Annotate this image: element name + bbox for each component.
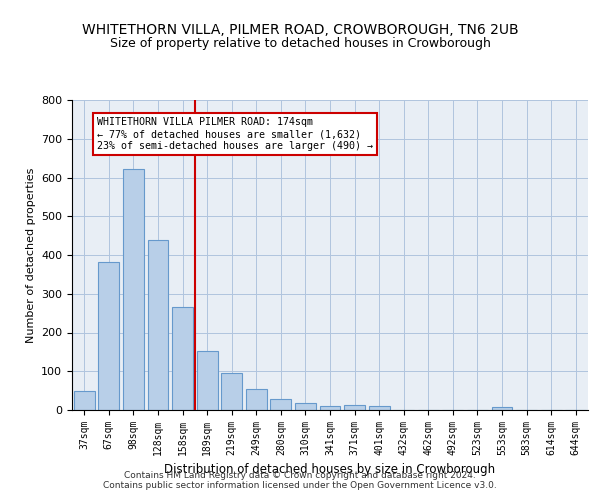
Bar <box>246 388 267 410</box>
Bar <box>123 169 144 410</box>
Bar <box>271 399 292 410</box>
Text: Size of property relative to detached houses in Crowborough: Size of property relative to detached ho… <box>110 38 490 51</box>
Bar <box>320 406 340 410</box>
Bar <box>197 351 218 410</box>
Bar <box>368 406 389 410</box>
Bar <box>491 407 512 410</box>
Bar <box>295 403 316 410</box>
Bar <box>221 373 242 410</box>
Text: WHITETHORN VILLA PILMER ROAD: 174sqm
← 77% of detached houses are smaller (1,632: WHITETHORN VILLA PILMER ROAD: 174sqm ← 7… <box>97 118 373 150</box>
Bar <box>98 262 119 410</box>
X-axis label: Distribution of detached houses by size in Crowborough: Distribution of detached houses by size … <box>164 464 496 476</box>
Text: WHITETHORN VILLA, PILMER ROAD, CROWBOROUGH, TN6 2UB: WHITETHORN VILLA, PILMER ROAD, CROWBOROU… <box>82 22 518 36</box>
Bar <box>172 308 193 410</box>
Bar <box>344 406 365 410</box>
Text: Contains public sector information licensed under the Open Government Licence v3: Contains public sector information licen… <box>103 480 497 490</box>
Bar <box>74 392 95 410</box>
Bar <box>148 240 169 410</box>
Text: Contains HM Land Registry data © Crown copyright and database right 2024.: Contains HM Land Registry data © Crown c… <box>124 470 476 480</box>
Y-axis label: Number of detached properties: Number of detached properties <box>26 168 35 342</box>
